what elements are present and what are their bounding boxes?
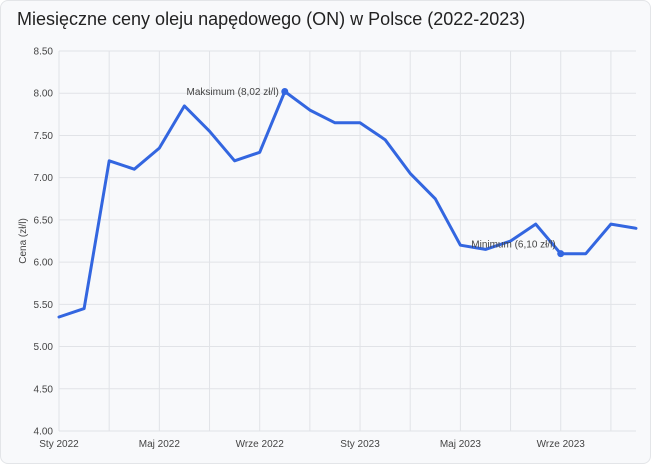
x-axis: Sty 2022 Maj 2022 Wrze 2022 Sty 2023 Maj 202…: [39, 439, 585, 450]
annotation-label: Maksimum (8,02 zł/l): [187, 87, 279, 98]
annotation-label: Minimum (6,10 zł/l): [471, 240, 555, 251]
chart-title: Miesięczne ceny oleju napędowego (ON) w …: [17, 9, 526, 29]
y-tick-label: 7.50: [34, 131, 54, 142]
y-tick-label: 7.00: [34, 173, 54, 184]
y-tick-label: 4.50: [34, 384, 54, 395]
y-axis: 4.00 4.50 5.00 5.50 6.00 6.50 7.00 7.50 8.00 8.50: [34, 47, 54, 438]
annotation-point: [281, 88, 289, 96]
x-tick-label: Maj 2022: [139, 439, 181, 450]
x-tick-label: Sty 2023: [340, 439, 380, 450]
series-line: [57, 90, 638, 319]
x-tick-label: Maj 2023: [440, 439, 482, 450]
annotation-point: [557, 250, 565, 258]
y-tick-label: 5.50: [34, 300, 54, 311]
y-tick-label: 4.00: [34, 427, 54, 438]
x-tick-label: Wrze 2023: [537, 439, 586, 450]
y-tick-label: 6.50: [34, 215, 54, 226]
grid-lines: [58, 50, 636, 432]
x-tick-label: Sty 2022: [39, 439, 79, 450]
x-tick-label: Wrze 2022: [236, 439, 285, 450]
y-tick-label: 8.50: [34, 47, 54, 58]
y-axis-label: Cena (zł/l): [18, 218, 29, 264]
y-tick-label: 8.00: [34, 89, 54, 100]
y-tick-label: 5.00: [34, 342, 54, 353]
y-tick-label: 6.00: [34, 258, 54, 269]
series-layer: [57, 90, 638, 319]
annotations: Maksimum (8,02 zł/l) Minimum (6,10 zł/l): [187, 87, 565, 258]
